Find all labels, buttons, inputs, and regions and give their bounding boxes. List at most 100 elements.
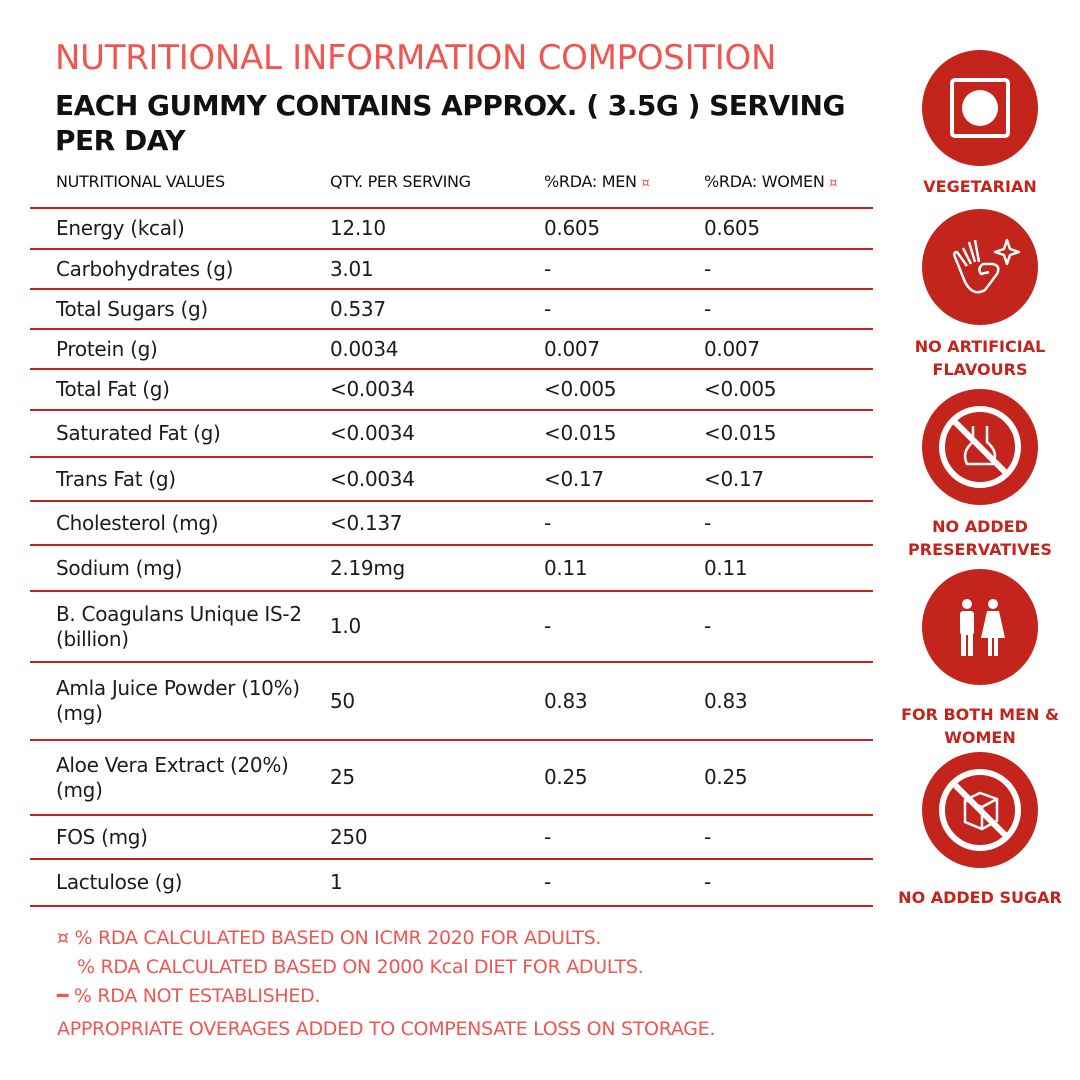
footnote-not-established: ━ % RDA NOT ESTABLISHED.: [57, 985, 321, 1007]
rda-women-value: <0.005: [704, 377, 777, 401]
rda-men-value: -: [544, 614, 551, 638]
rda-men-value: 0.007: [544, 336, 600, 361]
rda-women-value: 0.25: [704, 765, 748, 789]
rda-women-value: -: [704, 510, 711, 535]
nutrient-name: Aloe Vera Extract (20%) (mg): [56, 752, 289, 802]
nutrient-name: Amla Juice Powder (10%) (mg): [56, 676, 300, 725]
ok-hand-icon: [922, 209, 1038, 325]
rda-men-value: 0.83: [544, 688, 588, 713]
nutrient-name: Trans Fat (g): [56, 466, 176, 491]
qty-value: <0.0034: [330, 466, 415, 491]
qty-value: 1: [330, 870, 343, 894]
table-divider: [30, 456, 873, 458]
rda-men-value: 0.25: [544, 765, 588, 789]
rda-men-value: -: [544, 870, 551, 894]
table-row: Total Sugars (g) 0.537 - -: [0, 289, 880, 329]
header-qty: QTY. PER SERVING: [330, 172, 471, 191]
table-row: Energy (kcal) 12.10 0.605 0.605: [0, 208, 880, 249]
table-divider: [30, 248, 873, 250]
badge-label: NO ADDED SUGAR: [898, 888, 1062, 907]
nutrient-name: Sodium (mg): [56, 555, 183, 580]
table-divider: [30, 500, 873, 502]
qty-value: 50: [330, 688, 355, 713]
header-rda-men-label: %RDA: MEN: [544, 172, 637, 191]
qty-value: <0.0034: [330, 377, 415, 401]
badge-label: NO ADDED PRESERVATIVES: [908, 517, 1052, 559]
rda-women-value: -: [704, 824, 711, 849]
rda-women-value: 0.83: [704, 688, 748, 713]
rda-women-value: <0.015: [704, 421, 777, 445]
table-row: Trans Fat (g) <0.0034 <0.17 <0.17: [0, 457, 880, 501]
rda-women-value: 0.605: [704, 216, 760, 240]
nutrient-name: B. Coagulans Unique IS-2 (billion): [56, 601, 302, 651]
nutrient-name: Saturated Fat (g): [56, 421, 221, 445]
badge-label: NO ARTIFICIAL FLAVOURS: [914, 337, 1046, 379]
qty-value: <0.0034: [330, 421, 415, 445]
footnote-kcal: % RDA CALCULATED BASED ON 2000 Kcal DIET…: [77, 956, 644, 978]
qty-value: 0.0034: [330, 336, 399, 361]
rda-women-value: <0.17: [704, 466, 764, 491]
rda-women-value: -: [704, 256, 711, 281]
qty-value: 12.10: [330, 216, 386, 240]
nutrient-name: Energy (kcal): [56, 216, 185, 240]
table-divider: [30, 288, 873, 290]
badge-label: FOR BOTH MEN & WOMEN: [901, 705, 1059, 747]
no-sugar-icon: [922, 752, 1038, 868]
men-women-icon: [922, 569, 1038, 685]
rda-women-value: -: [704, 296, 711, 321]
table-row: B. Coagulans Unique IS-2 (billion) 1.0 - -: [0, 591, 880, 662]
table-row: Protein (g) 0.0034 0.007 0.007: [0, 329, 880, 369]
rda-men-value: <0.005: [544, 377, 617, 401]
page-title: NUTRITIONAL INFORMATION COMPOSITION: [55, 38, 777, 78]
rda-men-value: <0.17: [544, 466, 604, 491]
rda-men-value: 0.605: [544, 216, 600, 240]
nutrient-name: Lactulose (g): [56, 870, 183, 894]
nutrient-name: Protein (g): [56, 336, 158, 361]
rda-men-value: -: [544, 296, 551, 321]
rda-men-value: -: [544, 256, 551, 281]
no-preservatives-icon: [922, 389, 1038, 505]
table-row: Sodium (mg) 2.19mg 0.11 0.11: [0, 545, 880, 591]
nutrient-name: Total Sugars (g): [56, 296, 208, 321]
serving-subtitle: EACH GUMMY CONTAINS APPROX. ( 3.5G ) SER…: [55, 89, 845, 157]
table-divider: [30, 814, 873, 816]
rda-men-value: -: [544, 824, 551, 849]
table-divider: [30, 661, 873, 663]
nutrient-name: Total Fat (g): [56, 377, 170, 401]
qty-value: 0.537: [330, 296, 386, 321]
rda-mark-icon: ¤: [829, 176, 838, 191]
header-nutritional-values: NUTRITIONAL VALUES: [56, 172, 225, 191]
rda-women-value: -: [704, 870, 711, 894]
footnote-overages: APPROPRIATE OVERAGES ADDED TO COMPENSATE…: [57, 1018, 716, 1040]
qty-value: 3.01: [330, 256, 374, 281]
table-divider: [30, 409, 873, 411]
badge-label: VEGETARIAN: [923, 177, 1037, 196]
table-divider: [30, 207, 873, 209]
header-rda-women: %RDA: WOMEN ¤: [704, 172, 838, 191]
table-divider: [30, 739, 873, 741]
table-row: FOS (mg) 250 - -: [0, 815, 880, 859]
table-row: Cholesterol (mg) <0.137 - -: [0, 501, 880, 545]
rda-men-value: <0.015: [544, 421, 617, 445]
qty-value: 25: [330, 765, 355, 789]
rda-women-value: 0.11: [704, 555, 748, 580]
table-row: Lactulose (g) 1 - -: [0, 859, 880, 906]
rda-men-value: -: [544, 510, 551, 535]
footnote-icmr: ¤ % RDA CALCULATED BASED ON ICMR 2020 FO…: [57, 927, 602, 949]
table-divider: [30, 858, 873, 860]
table-row: Saturated Fat (g) <0.0034 <0.015 <0.015: [0, 410, 880, 457]
nutrient-name: Cholesterol (mg): [56, 510, 219, 535]
nutrient-name: Carbohydrates (g): [56, 256, 234, 281]
header-rda-women-label: %RDA: WOMEN: [704, 172, 825, 191]
rda-mark-icon: ¤: [641, 176, 650, 191]
table-row: Amla Juice Powder (10%) (mg) 50 0.83 0.83: [0, 662, 880, 740]
table-divider: [30, 328, 873, 330]
table-row: Carbohydrates (g) 3.01 - -: [0, 249, 880, 289]
table-row: Total Fat (g) <0.0034 <0.005 <0.005: [0, 369, 880, 410]
qty-value: 2.19mg: [330, 555, 405, 580]
table-divider: [30, 590, 873, 592]
rda-women-value: -: [704, 614, 711, 638]
qty-value: 1.0: [330, 614, 361, 638]
rda-women-value: 0.007: [704, 336, 760, 361]
table-divider: [30, 905, 873, 907]
